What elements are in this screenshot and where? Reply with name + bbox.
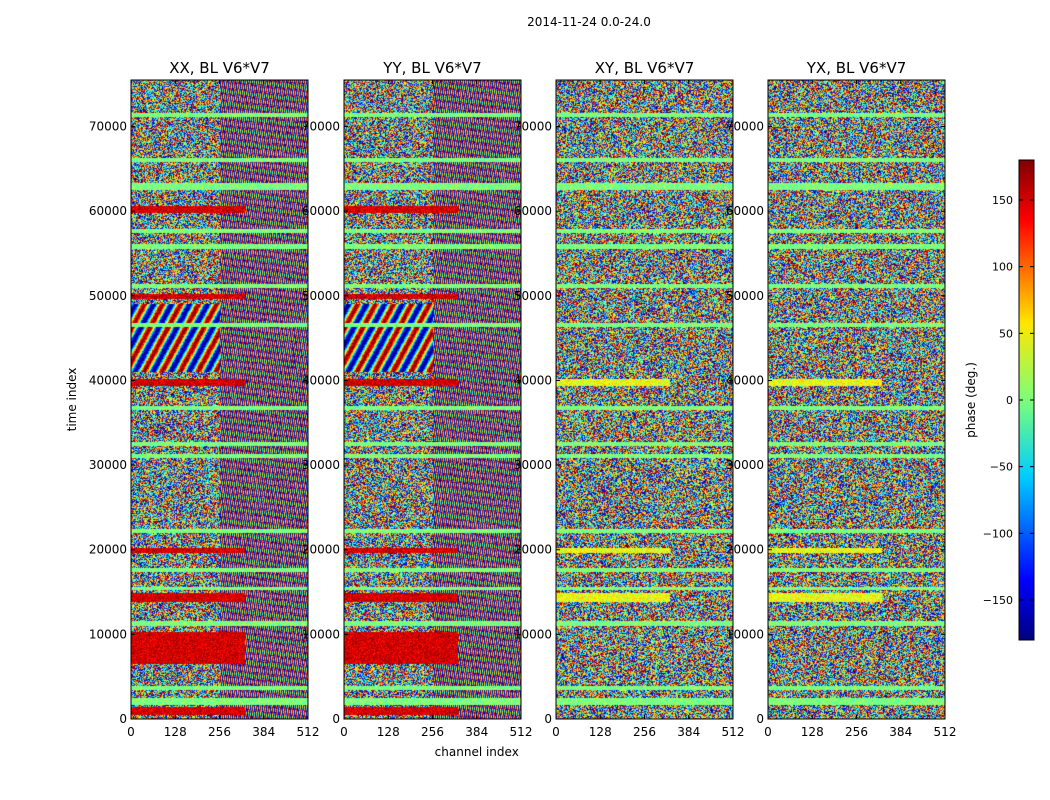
x-tick-label: 128 [164,725,187,739]
panel-title: YX, BL V6*V7 [806,59,907,77]
y-tick-label: 40000 [726,373,764,387]
x-tick-label: 128 [589,725,612,739]
x-tick-label: 256 [633,725,656,739]
y-tick-label: 60000 [514,204,552,218]
colorbar-label: phase (deg.) [964,362,978,438]
y-tick-label: 10000 [89,627,127,641]
y-tick-label: 50000 [89,289,127,303]
y-tick-label: 10000 [726,627,764,641]
y-tick-label: 50000 [302,289,340,303]
phase-heatmap [556,80,733,719]
panel-yy: YY, BL V6*V7 0 128 256 384 512 0 10000 20000 3000… [302,59,533,759]
x-tick-label: 256 [208,725,231,739]
x-tick-label: 384 [252,725,275,739]
panel-title: XX, BL V6*V7 [169,59,270,77]
x-tick-label: 128 [377,725,400,739]
panel-yx: YX, BL V6*V7 0 128 256 384 512 0 10000 20000 3000… [726,59,957,739]
colorbar-tick-label: −50 [990,461,1013,474]
y-tick-label: 20000 [302,543,340,557]
y-tick-label: 70000 [302,120,340,134]
x-tick-label: 512 [297,725,320,739]
y-tick-label: 70000 [514,120,552,134]
colorbar-tick-label: −100 [983,527,1013,540]
x-tick-label: 256 [845,725,868,739]
y-tick-label: 0 [119,712,127,726]
colorbar-tick-label: 0 [1006,394,1013,407]
panel-xx: XX, BL V6*V7 0 128 256 384 512 0 10000 20000 3000… [65,59,319,739]
x-tick-label: 0 [552,725,560,739]
x-tick-label: 512 [510,725,533,739]
y-tick-label: 30000 [89,458,127,472]
y-tick-label: 40000 [302,373,340,387]
y-tick-label: 0 [332,712,340,726]
y-tick-label: 0 [756,712,764,726]
y-tick-label: 60000 [726,204,764,218]
x-tick-label: 256 [421,725,444,739]
y-tick-label: 50000 [726,289,764,303]
y-tick-label: 30000 [302,458,340,472]
phase-heatmap [131,80,308,719]
colorbar-tick-label: 150 [992,194,1013,207]
colorbar-tick-label: 50 [999,327,1013,340]
x-tick-label: 512 [722,725,745,739]
y-tick-label: 0 [544,712,552,726]
y-tick-label: 40000 [89,373,127,387]
y-tick-label: 40000 [514,373,552,387]
x-tick-label: 0 [127,725,135,739]
x-tick-label: 384 [465,725,488,739]
panel-title: XY, BL V6*V7 [595,59,695,77]
panels: XX, BL V6*V7 0 128 256 384 512 0 10000 20000 3000… [65,59,956,759]
y-tick-label: 30000 [726,458,764,472]
phase-heatmap [768,80,945,719]
x-tick-label: 128 [801,725,824,739]
panel-title: YY, BL V6*V7 [382,59,481,77]
panel-xy: XY, BL V6*V7 0 128 256 384 512 0 10000 20000 3000… [514,59,745,739]
x-tick-label: 0 [340,725,348,739]
y-tick-label: 70000 [89,120,127,134]
phase-heatmap [344,80,521,719]
y-tick-label: 20000 [89,543,127,557]
y-tick-label: 10000 [302,627,340,641]
figure-title: 2014-11-24 0.0-24.0 [527,15,651,29]
y-tick-label: 30000 [514,458,552,472]
x-tick-label: 0 [764,725,772,739]
y-tick-label: 10000 [514,627,552,641]
x-axis-label: channel index [435,745,519,759]
colorbar-tick-label: 100 [992,261,1013,274]
colorbar-tick-label: −150 [983,594,1013,607]
y-tick-label: 20000 [726,543,764,557]
y-tick-label: 60000 [302,204,340,218]
x-tick-label: 384 [889,725,912,739]
y-tick-label: 60000 [89,204,127,218]
y-tick-label: 20000 [514,543,552,557]
y-tick-label: 50000 [514,289,552,303]
x-tick-label: 512 [934,725,957,739]
x-tick-label: 384 [677,725,700,739]
y-axis-label: time index [65,368,79,432]
y-tick-label: 70000 [726,120,764,134]
colorbar: 150 100 50 0 −50 −100 −150 phase (deg.) [964,159,1035,641]
